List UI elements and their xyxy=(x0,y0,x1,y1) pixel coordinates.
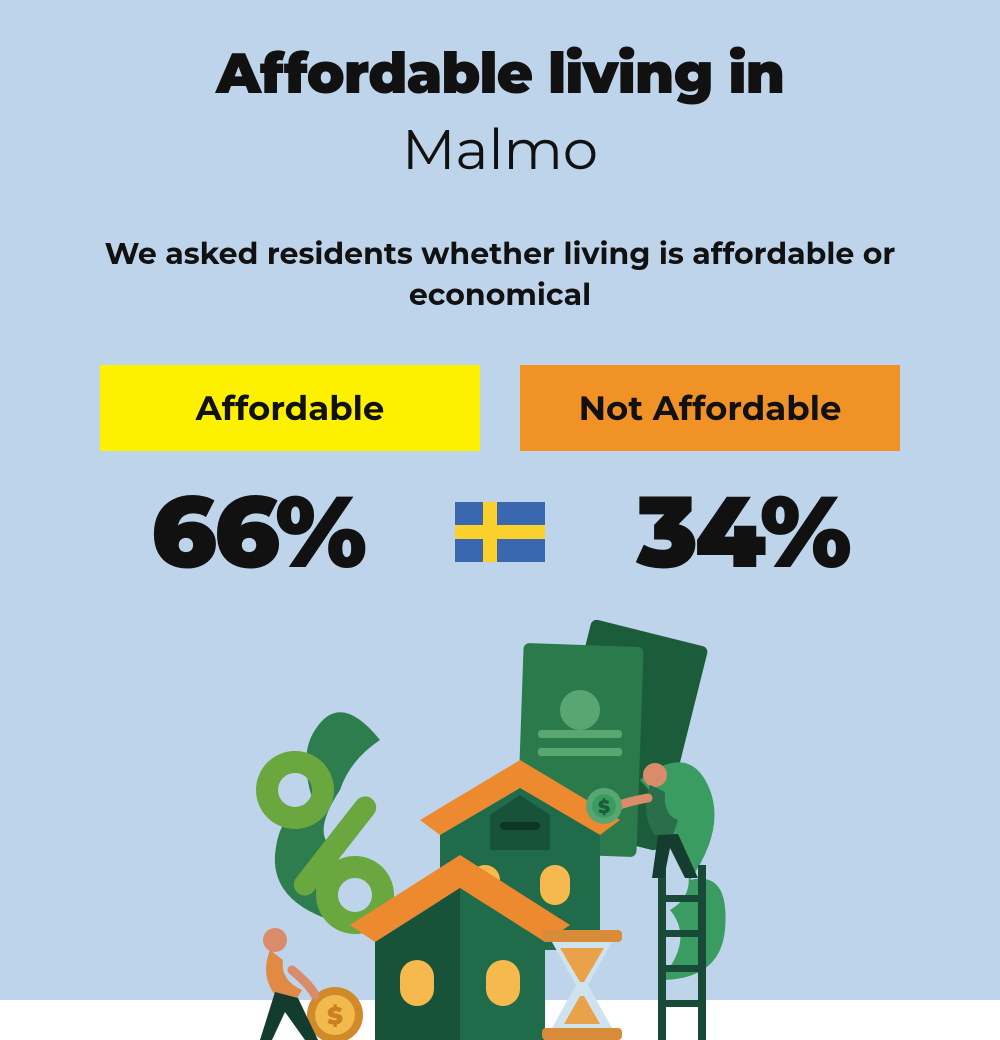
title-city: Malmo xyxy=(0,116,1000,184)
subtitle: We asked residents whether living is aff… xyxy=(0,234,1000,315)
badge-affordable: Affordable xyxy=(100,365,480,451)
infographic-container: Affordable living in Malmo We asked resi… xyxy=(0,0,1000,1000)
percent-left: 66% xyxy=(100,471,415,593)
badge-not-affordable: Not Affordable xyxy=(520,365,900,451)
percent-row: 66% 34% xyxy=(0,471,1000,593)
svg-text:$: $ xyxy=(598,796,610,818)
title-line1: Affordable living in xyxy=(0,40,1000,108)
sweden-flag-icon xyxy=(455,502,545,562)
person-coin-icon: $ xyxy=(260,928,363,1040)
svg-text:$: $ xyxy=(327,1002,343,1031)
housing-illustration: $ $ xyxy=(220,620,780,1040)
badges-row: Affordable Not Affordable xyxy=(0,365,1000,451)
percent-right: 34% xyxy=(585,471,900,593)
